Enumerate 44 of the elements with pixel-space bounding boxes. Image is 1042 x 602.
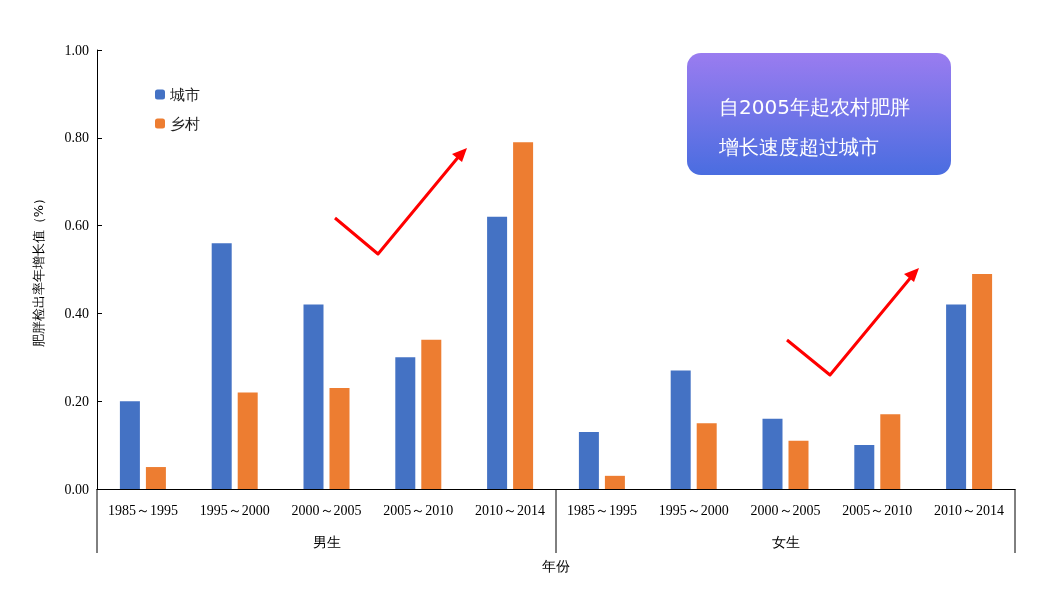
bar <box>487 216 508 489</box>
bar <box>237 392 258 489</box>
text: 男生 <box>312 534 341 550</box>
text: 女生 <box>771 534 800 550</box>
x-tick-label: 2010～2014 <box>475 502 546 518</box>
legend-label: 城市 <box>169 85 200 104</box>
y-tick-label: 0.00 <box>64 481 89 497</box>
bar <box>762 418 783 489</box>
x-tick-label: 2005～2010 <box>842 502 913 518</box>
x-tick-label: 2000～2005 <box>291 502 362 518</box>
x-tick-label: 1985～1995 <box>566 502 637 518</box>
bar <box>329 388 350 489</box>
x-tick-label: 2010～2014 <box>934 502 1005 518</box>
bar <box>211 243 232 489</box>
bar <box>303 304 324 489</box>
bar <box>972 273 993 489</box>
x-tick-label: 2000～2005 <box>750 502 821 518</box>
y-tick-label: 0.80 <box>64 130 89 146</box>
bar <box>696 423 717 489</box>
bar <box>880 414 901 489</box>
bar <box>578 431 599 489</box>
y-tick-label: 0.20 <box>64 393 89 409</box>
bar <box>604 475 625 489</box>
bar <box>119 401 140 489</box>
bar <box>145 467 166 489</box>
x-tick-label: 1995～2000 <box>199 502 270 518</box>
bar <box>854 445 875 489</box>
y-tick-label: 0.60 <box>64 218 89 234</box>
bar <box>946 304 967 489</box>
bar <box>421 339 442 489</box>
bar <box>395 357 416 489</box>
y-tick-label: 0.40 <box>64 305 89 321</box>
legend-label: 乡村 <box>170 114 200 133</box>
y-axis-title: 肥胖检出率年增长值（%） <box>31 191 46 348</box>
bar <box>670 370 691 489</box>
callout-box: 自2005年起农村肥胖增长速度超过城市 <box>687 53 951 175</box>
x-axis-title: 年份 <box>542 558 570 574</box>
annotation: 自2005年起农村肥胖增长速度超过城市 <box>719 94 911 161</box>
y-tick-label: 1.00 <box>64 42 89 58</box>
x-tick-label: 1995～2000 <box>658 502 729 518</box>
x-tick-label: 2005～2010 <box>383 502 454 518</box>
x-tick-label: 1985～1995 <box>107 502 178 518</box>
bar <box>513 142 534 489</box>
bar <box>788 440 809 489</box>
